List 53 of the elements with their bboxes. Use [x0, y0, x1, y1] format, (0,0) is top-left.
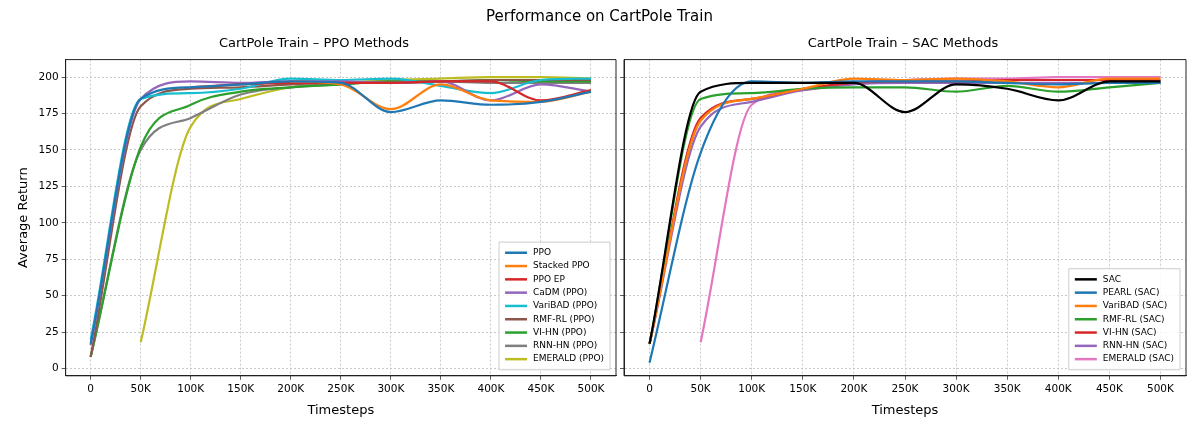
y-tick-label: 50 [45, 288, 59, 301]
x-axis-title: Timesteps [870, 401, 939, 417]
legend-label: CaDM (PPO) [533, 286, 588, 297]
y-tick-label: 0 [51, 361, 59, 374]
x-tick-label: 450K [1095, 381, 1124, 394]
x-tick-label: 300K [377, 381, 406, 394]
legend-label: Stacked PPO [533, 260, 590, 271]
x-tick-label: 250K [327, 381, 356, 394]
legend-label: RMF-RL (SAC) [1102, 313, 1165, 324]
y-tick-label: 125 [38, 179, 59, 192]
legend-label: RNN-HN (SAC) [1102, 340, 1168, 351]
legend-label: VI-HN (PPO) [533, 326, 587, 337]
x-tick-label: 50K [690, 381, 712, 394]
x-tick-label: 400K [1044, 381, 1073, 394]
x-tick-label: 450K [527, 381, 556, 394]
legend-label: VariBAD (PPO) [533, 300, 598, 311]
x-tick-label: 250K [891, 381, 920, 394]
y-tick-label: 100 [38, 215, 59, 228]
x-tick-label: 500K [1146, 381, 1176, 394]
x-tick-label: 300K [942, 381, 971, 394]
legend-label: PEARL (SAC) [1102, 286, 1160, 297]
x-tick-label: 500K [577, 381, 606, 394]
y-tick-label: 150 [38, 142, 59, 155]
x-tick-label: 150K [227, 381, 256, 394]
x-axis-title: Timesteps [306, 401, 375, 417]
legend-label: RMF-RL (PPO) [533, 313, 595, 324]
legend-label: PPO [533, 247, 551, 258]
chart-title: CartPole Train – PPO Methods [218, 35, 410, 51]
legend-label: EMERALD (SAC) [1102, 353, 1175, 364]
x-tick-label: 100K [738, 381, 767, 394]
x-tick-label: 150K [789, 381, 818, 394]
x-tick-label: 350K [993, 381, 1022, 394]
x-tick-label: 200K [840, 381, 869, 394]
legend-label: SAC [1102, 273, 1121, 284]
legend-label: EMERALD (PPO) [533, 353, 604, 364]
legend-label: RNN-HN (PPO) [533, 340, 598, 351]
x-tick-label: 50K [130, 381, 152, 394]
x-tick-label: 350K [427, 381, 456, 394]
legend-label: PPO EP [533, 273, 566, 284]
x-tick-label: 0 [646, 381, 653, 394]
legend-label: VariBAD (SAC) [1102, 300, 1168, 311]
y-axis-title: Average Return [15, 167, 31, 269]
text: Performance on CartPole Train [486, 7, 713, 25]
y-tick-label: 25 [45, 324, 59, 337]
legend-label: VI-HN (SAC) [1102, 326, 1157, 337]
x-tick-label: 200K [277, 381, 306, 394]
x-tick-label: 100K [177, 381, 206, 394]
y-tick-label: 175 [38, 106, 59, 119]
x-tick-label: 400K [477, 381, 506, 394]
y-tick-label: 75 [45, 251, 59, 264]
chart-title: CartPole Train – SAC Methods [807, 35, 999, 51]
x-tick-label: 0 [87, 381, 94, 394]
y-tick-label: 200 [38, 69, 59, 82]
